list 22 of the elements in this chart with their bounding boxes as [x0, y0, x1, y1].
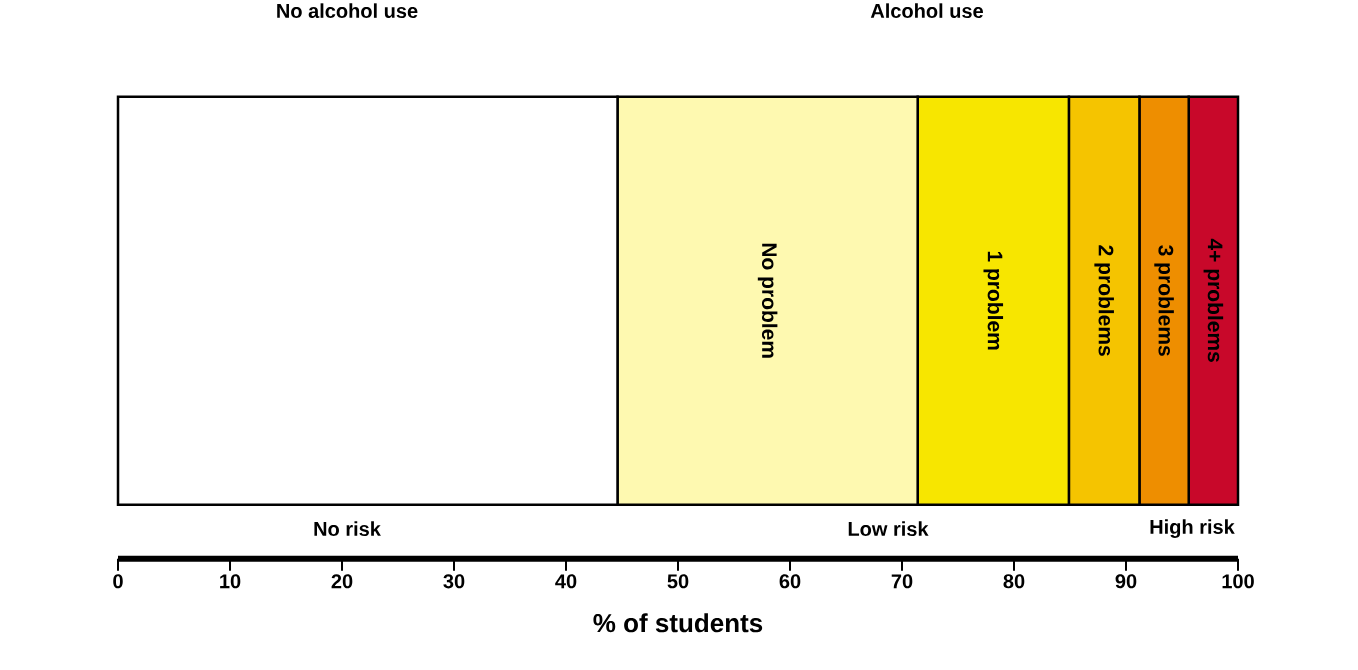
series-label: 4+ problems: [1203, 239, 1224, 363]
text: Low risk: [848, 521, 929, 537]
x-tick-label: 80: [1003, 574, 1025, 589]
x-tick-label: 30: [443, 574, 465, 589]
text: High risk: [1150, 519, 1235, 539]
x-tick-label: 100: [1222, 574, 1254, 589]
x-axis-title: % of students: [593, 613, 763, 633]
x-tick-label: 40: [555, 574, 577, 589]
x-tick-label: 20: [331, 574, 353, 589]
text: No alcohol use: [277, 3, 418, 19]
x-tick-label: 90: [1115, 574, 1137, 589]
series-label: 3 problems: [1154, 245, 1174, 356]
x-tick-label: 10: [220, 574, 241, 589]
x-tick-label: 0: [113, 574, 123, 589]
series-label: 1 problem: [983, 251, 1004, 350]
series-label: 2 problems: [1094, 245, 1114, 356]
x-tick-label: 60: [779, 574, 801, 589]
text: No risk: [314, 521, 381, 537]
text: Alcohol use: [870, 3, 983, 19]
x-tick-label: 50: [667, 574, 689, 589]
x-tick-label: 70: [891, 574, 913, 589]
series-label: No problem: [757, 243, 778, 358]
